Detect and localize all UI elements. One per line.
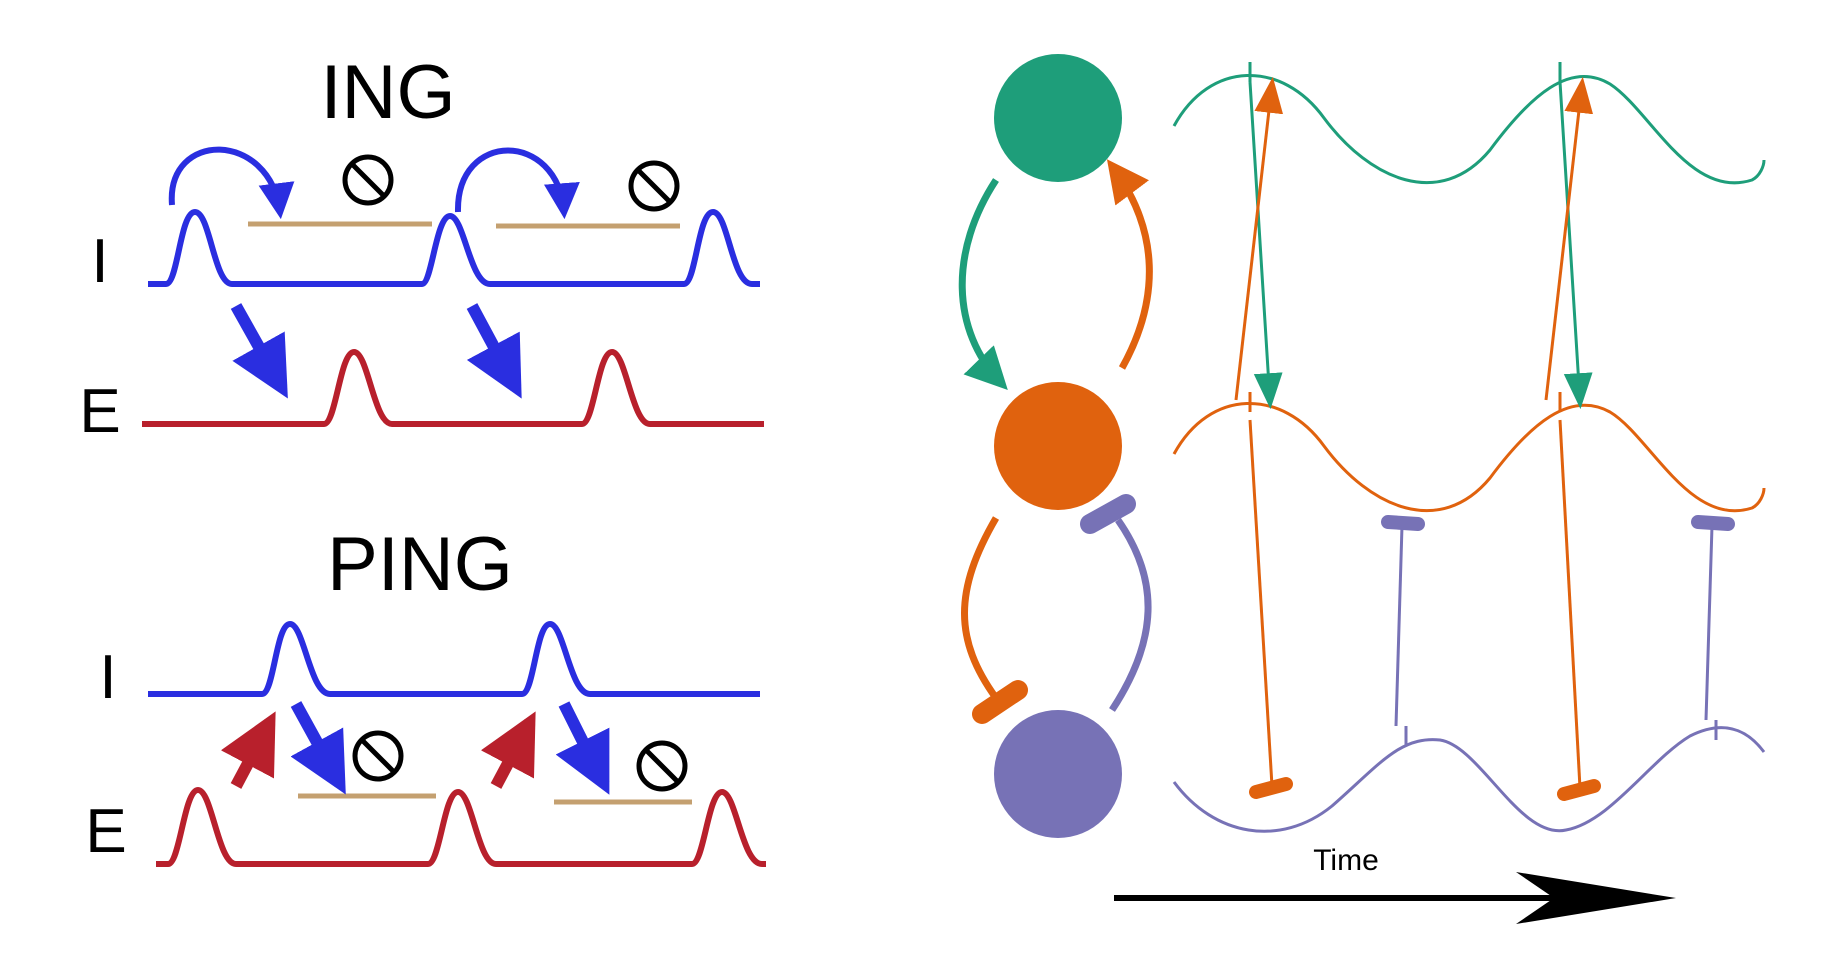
ping-i-to-e-arrow-2 <box>555 701 610 795</box>
green-oscillation <box>1172 74 1766 185</box>
oscillation-traces <box>1172 62 1766 833</box>
orange-to-purple-link <box>1558 419 1582 789</box>
no-entry-icon <box>636 740 688 792</box>
purple-population-node <box>994 710 1122 838</box>
ing-self-arrow-1 <box>168 146 295 220</box>
orange-oscillation <box>1172 402 1766 513</box>
no-entry-icon <box>628 160 680 212</box>
ing-i-trace <box>148 209 760 287</box>
ing-i-to-e-arrow-1 <box>230 303 288 399</box>
ping-i-label: I <box>99 643 116 712</box>
ing-e-label: E <box>79 377 120 446</box>
ping-panel: PING I E <box>85 522 766 867</box>
orange-to-green-arrow <box>1106 159 1153 370</box>
ing-title: ING <box>320 50 455 135</box>
orange-to-green-link <box>1544 76 1594 401</box>
ping-title: PING <box>327 522 513 607</box>
ing-e-trace <box>142 349 764 427</box>
bar-end-icon <box>1557 779 1601 801</box>
bar-end-icon <box>972 680 1028 724</box>
bar-end-icon <box>1691 515 1735 531</box>
orange-population-node <box>994 382 1122 510</box>
time-arrow-head <box>1516 872 1676 924</box>
ing-i-to-e-arrow-2 <box>466 303 522 399</box>
time-axis: Time <box>1114 844 1676 924</box>
ping-e-to-i-arrow-1 <box>220 711 276 789</box>
ping-i-to-e-arrow-1 <box>290 701 346 795</box>
orange-to-purple-link <box>1248 419 1274 787</box>
time-label: Time <box>1313 844 1379 877</box>
ing-panel: ING I E <box>79 50 764 446</box>
ping-i-trace <box>148 621 760 697</box>
green-to-orange-link <box>1248 81 1283 410</box>
bar-end-icon <box>1249 777 1293 799</box>
orange-to-green-link <box>1234 76 1284 401</box>
ping-e-trace <box>156 787 766 867</box>
ing-self-arrow-2 <box>454 147 580 220</box>
network-panel <box>958 54 1153 838</box>
green-population-node <box>994 54 1122 182</box>
bar-end-icon <box>1080 494 1136 534</box>
green-to-orange-link <box>1558 81 1593 410</box>
ping-e-label: E <box>85 797 126 866</box>
purple-to-orange-link <box>1704 525 1714 721</box>
orange-to-purple-inhibition <box>961 516 1000 701</box>
ing-i-label: I <box>91 227 108 296</box>
ping-e-to-i-arrow-2 <box>480 711 536 789</box>
purple-to-orange-link <box>1394 525 1404 727</box>
no-entry-icon <box>352 730 404 782</box>
green-to-orange-arrow <box>958 178 1008 391</box>
no-entry-icon <box>342 154 394 206</box>
purple-oscillation <box>1172 726 1766 833</box>
purple-to-orange-inhibition <box>1109 517 1152 712</box>
bar-end-icon <box>1381 515 1425 531</box>
